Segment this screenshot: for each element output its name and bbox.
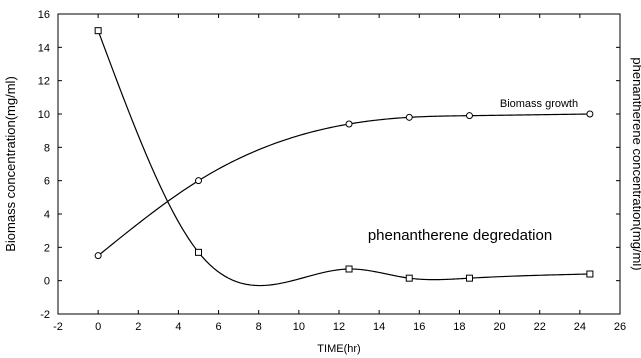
data-point-circle [195, 177, 202, 185]
x-tick-label: 4 [175, 321, 181, 333]
y-tick-label: 8 [44, 142, 50, 154]
data-point-circle [345, 120, 353, 128]
data-point-square [94, 27, 102, 35]
x-tick-label: 24 [574, 321, 586, 333]
y-tick-label: 4 [44, 209, 50, 221]
x-tick-label: 2 [135, 321, 141, 333]
x-tick-label: -2 [53, 321, 63, 333]
y-tick-label: 6 [44, 176, 50, 188]
x-tick-label: 22 [534, 321, 546, 333]
x-tick-label: 18 [453, 321, 465, 333]
x-tick-label: 16 [413, 321, 425, 333]
y-tick-label: 14 [38, 42, 50, 54]
x-tick-label: 10 [293, 321, 305, 333]
data-point-circle [405, 113, 413, 121]
data-point-square [195, 248, 202, 256]
y-axis-title: Biomass concentration(mg/ml) [3, 76, 18, 252]
x-tick-label: 8 [256, 321, 262, 333]
data-point-square [586, 270, 594, 278]
data-point-circle [586, 110, 594, 118]
y-tick-label: 16 [38, 9, 50, 21]
x-tick-label: 14 [373, 321, 385, 333]
series-label-phenantherene: phenantherene degredation [368, 227, 552, 244]
data-point-circle [94, 252, 102, 260]
data-point-square [405, 274, 413, 282]
data-point-square [345, 265, 353, 273]
y-tick-label: -2 [40, 309, 50, 321]
y-tick-label: 10 [38, 109, 50, 121]
plot-frame [57, 13, 621, 315]
x-tick-label: 0 [95, 321, 101, 333]
y-tick-label: 0 [44, 276, 50, 288]
y-tick-label: 12 [38, 76, 50, 88]
series-line-0 [97, 113, 590, 257]
x-tick-label: 6 [216, 321, 222, 333]
x-axis-title: TIME(hr) [317, 343, 360, 355]
y2-axis-title: phenantherene concentration(mg/ml) [630, 57, 641, 270]
data-point-circle [465, 112, 473, 120]
series-line-1 [97, 30, 590, 287]
x-tick-label: 20 [493, 321, 505, 333]
y-tick-label: 2 [44, 242, 50, 254]
x-tick-label: 26 [614, 321, 626, 333]
series-label-biomass: Biomass growth [500, 98, 578, 110]
x-tick-label: 12 [333, 321, 345, 333]
series-layer [94, 27, 594, 287]
data-point-square [465, 274, 473, 282]
